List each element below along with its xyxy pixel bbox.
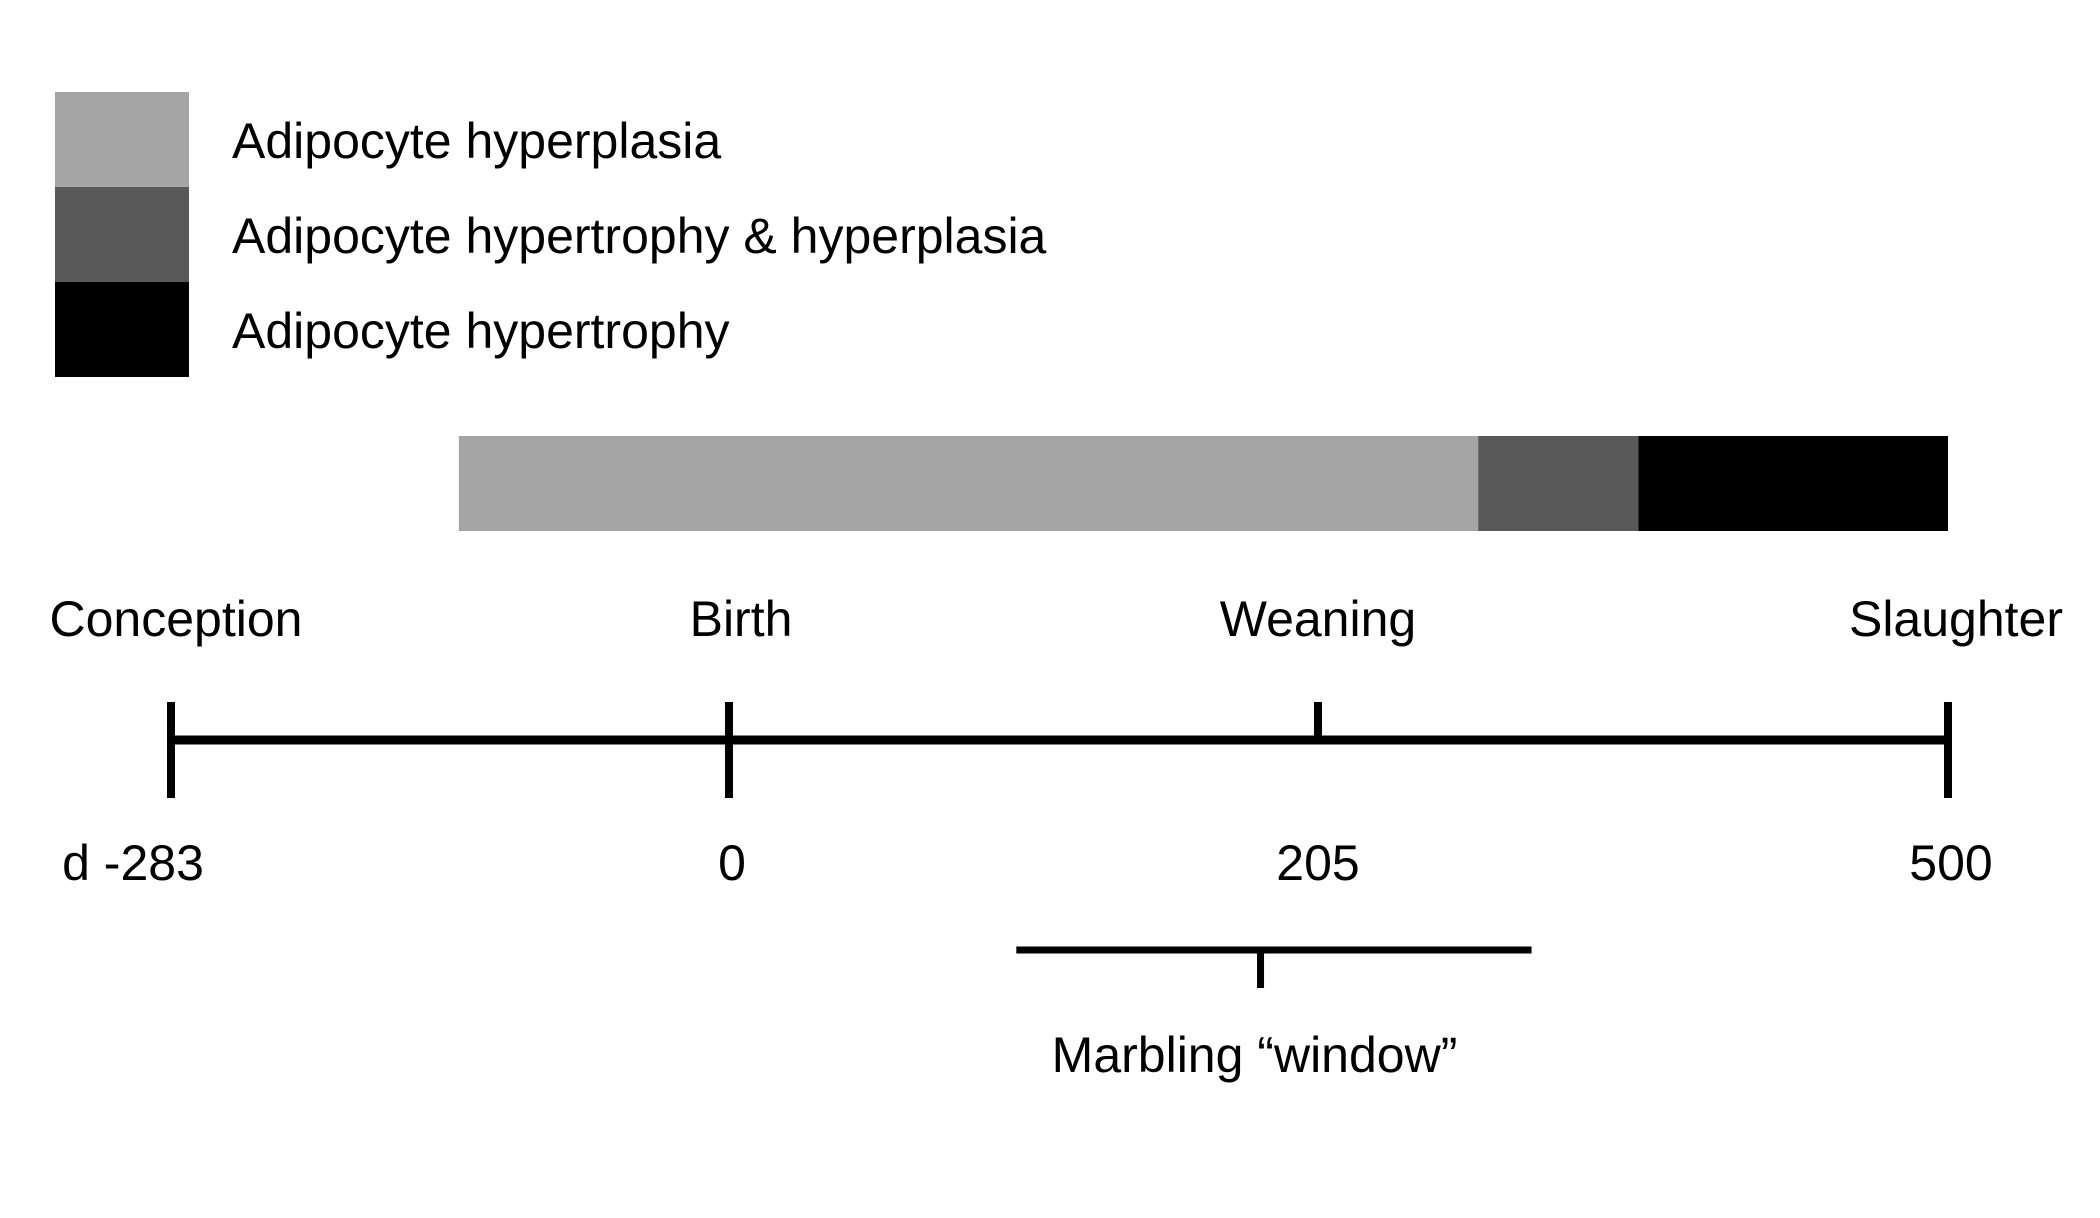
event-label-conception: Conception [50,591,303,647]
day-label-conception: d -283 [62,835,204,891]
timeline: Conception d -283 Birth 0 Weaning 205 Sl… [50,591,2064,891]
phase-bar [458,436,1948,531]
timeline-point-conception: Conception d -283 [50,591,303,891]
legend-item-hypertrophy: Adipocyte hypertrophy [55,282,730,377]
legend-swatch-hyperplasia [55,92,189,187]
legend-label-hypertrophy-and-hyperplasia: Adipocyte hypertrophy & hyperplasia [232,208,1047,264]
legend-label-hyperplasia: Adipocyte hyperplasia [232,113,721,169]
phase-segment-hypertrophy-and-hyperplasia [1478,436,1639,531]
timeline-point-slaughter: Slaughter 500 [1849,591,2063,891]
timeline-point-weaning: Weaning 205 [1220,591,1416,891]
legend-label-hypertrophy: Adipocyte hypertrophy [232,303,730,359]
phase-segment-hypertrophy [1638,436,1948,531]
legend-item-hyperplasia: Adipocyte hyperplasia [55,92,721,187]
marbling-window: Marbling “window” [1016,946,1532,1083]
event-label-birth: Birth [690,591,793,647]
day-label-weaning: 205 [1276,835,1359,891]
phase-segment-hyperplasia [458,436,1479,531]
legend: Adipocyte hyperplasia Adipocyte hypertro… [55,92,1047,377]
event-label-slaughter: Slaughter [1849,591,2063,647]
legend-swatch-hypertrophy-and-hyperplasia [55,187,189,282]
timeline-point-birth: Birth 0 [690,591,793,891]
event-label-weaning: Weaning [1220,591,1416,647]
marbling-window-label: Marbling “window” [1052,1027,1458,1083]
day-label-birth: 0 [718,835,746,891]
day-label-slaughter: 500 [1909,835,1992,891]
legend-item-hypertrophy-and-hyperplasia: Adipocyte hypertrophy & hyperplasia [55,187,1047,282]
legend-swatch-hypertrophy [55,282,189,377]
